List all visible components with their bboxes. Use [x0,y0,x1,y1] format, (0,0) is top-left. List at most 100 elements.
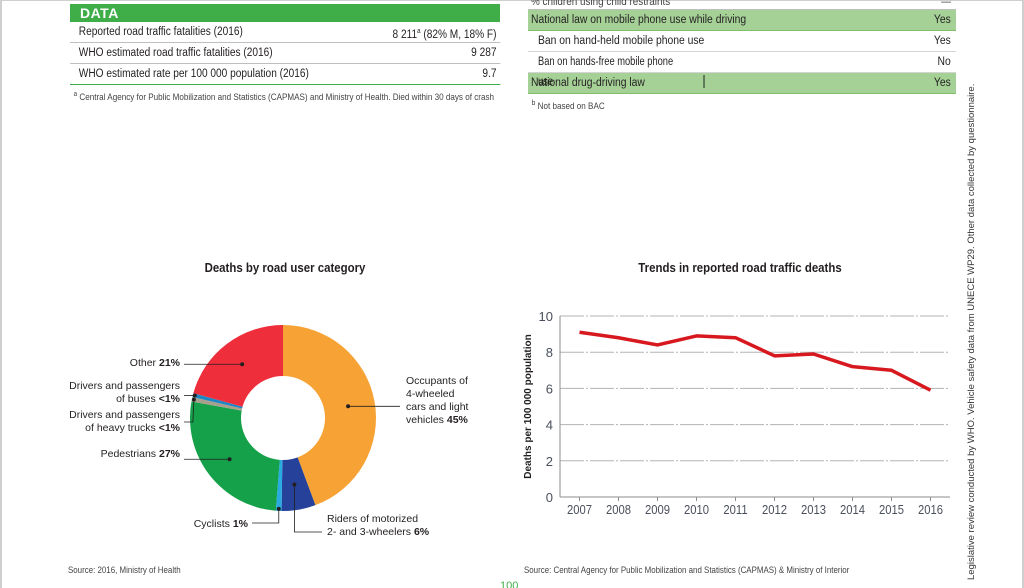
x-tick-label: 2012 [762,502,787,517]
value-main: 8 211 [392,28,418,41]
slice-label-line: 2- and 3-wheelers [327,526,414,538]
law-row-drug-driving-law: National drug-driving law Yes [528,73,956,94]
law-row-hands-free-ban: Ban on hands-free mobile phone use No [528,52,956,89]
law-row-label-wrap: Ban on hands-free mobile phone use [538,52,706,89]
slice-label-line: of heavy trucks [85,422,159,434]
y-tick-label: 2 [546,454,553,469]
slice-label-percent: 45% [447,414,469,426]
slice-label-percent: <1% [159,422,181,434]
x-tick-label: 2016 [918,502,943,517]
data-row-who-estimated-fatalities: WHO estimated road traffic fatalities (2… [70,43,500,64]
data-row-who-estimated-rate: WHO estimated rate per 100 000 populatio… [70,64,500,85]
slice-label-line: Occupants of [406,375,468,387]
data-row-value: 9 287 [471,47,497,59]
donut-slice [192,393,243,409]
law-row-label: Ban on hand-held mobile phone use [538,35,705,47]
slice-label: Cyclists 1% [194,518,249,530]
slice-label: Pedestrians 27% [101,448,181,460]
footnote-marker: a [417,28,421,35]
leader-dot [191,397,196,402]
y-tick-label: 10 [539,309,553,324]
data-row-label: Reported road traffic fatalities (2016) [78,26,243,38]
law-footnote: b Not based on BAC [528,98,913,111]
series-line [579,330,932,392]
text-cursor [703,75,705,89]
law-row-value: Yes [934,35,951,47]
law-row-label: % children using child restraints [531,0,671,8]
footnote-marker: b [531,98,536,107]
slice-label-percent: 1% [233,518,249,530]
slice-label-percent: 6% [414,526,430,538]
leader-line [184,399,195,423]
law-row-value: — [941,0,951,8]
slice-label-line: Drivers and passengers [69,409,180,421]
page-frame-left [0,0,2,588]
slice-label-line: of buses [116,393,159,405]
data-row-label: WHO estimated road traffic fatalities (2… [78,47,273,59]
law-row-value: Yes [934,14,951,26]
line-chart: 0 2 4 6 8 10 2007 2008 2009 2010 2011 2012 2013 2014 2… [523,309,950,517]
x-tick-label: 2011 [723,502,748,517]
donut-chart-title: Deaths by road user category [204,260,366,275]
slice-label-line: Riders of motorized [327,513,418,525]
slice-label-line: Other [130,357,159,369]
x-tick-label: 2009 [645,502,670,517]
donut-slice [191,397,243,411]
x-tick-label: 2010 [684,502,709,517]
data-row-value: 9.7 [482,68,497,80]
slice-label: Other 21% [130,357,181,369]
y-tick-label: 0 [546,490,553,505]
x-tick-label: 2015 [879,502,904,517]
x-tick-label: 2007 [567,502,592,517]
slice-label-line: cars and light [406,401,469,413]
data-table-header: DATA [70,4,500,22]
law-row-mobile-phone-law: National law on mobile phone use while d… [528,10,956,31]
slice-label: Riders of motorized 2- and 3-wheelers 6% [327,513,430,538]
line-chart-title: Trends in reported road traffic deaths [638,260,842,275]
slice-label-line: Pedestrians [101,448,159,460]
footnote-marker: a [73,91,78,98]
donut-slice [193,325,283,407]
y-tick-label: 8 [546,345,553,360]
value-suffix: (82% M, 18% F) [420,28,497,41]
page-frame-top [0,0,1024,1]
donut-slice [189,401,280,511]
page-frame-right [1022,0,1024,588]
slice-label-percent: 27% [159,448,181,460]
law-row-label: Ban on hands-free mobile phone use [538,56,674,88]
slice-label-percent: 21% [159,357,181,369]
law-row-hand-held-ban: Ban on hand-held mobile phone use Yes [528,31,956,52]
y-tick-label: 6 [546,381,553,396]
line-source: Source: Central Agency for Public Mobili… [524,565,850,575]
leader-line [294,484,322,533]
y-axis-label: Deaths per 100 000 population [523,334,534,479]
slice-label-line: Drivers and passengers [69,380,180,392]
page-number: 100 [500,580,519,588]
law-row-child-restraints: % children using child restraints — [528,0,956,10]
slice-label: Drivers and passengers of heavy trucks <1… [69,409,181,434]
x-tick-label: 2014 [840,502,865,517]
x-tick-label: 2008 [606,502,631,517]
side-note: Legislative review conducted by WHO. Veh… [966,83,977,580]
law-row-value: Yes [934,77,951,89]
data-row-label: WHO estimated rate per 100 000 populatio… [78,68,309,80]
data-table: DATA Reported road traffic fatalities (2… [70,4,500,103]
slice-label: Drivers and passengers of buses <1% [69,380,181,405]
law-table: % children using child restraints — Nati… [528,0,956,111]
data-row-value: 8 211a (82% M, 18% F) [393,22,497,42]
donut-slice [283,325,377,506]
footnote-text: Central Agency for Public Mobilization a… [79,92,495,102]
slice-label-line: 4-wheeled [406,388,455,400]
law-row-value: No [937,56,951,68]
donut-slice [275,459,283,511]
y-tick-label: 4 [546,418,553,433]
law-row-label: National law on mobile phone use while d… [531,14,747,26]
leader-line [252,508,280,524]
slice-label: Occupants of 4-wheeled cars and light vehic… [406,375,469,426]
law-row-label: National drug-driving law [531,77,645,89]
donut-source: Source: 2016, Ministry of Health [68,565,181,575]
data-row-reported-fatalities: Reported road traffic fatalities (2016) … [70,22,500,43]
slice-label-percent: <1% [159,393,181,405]
slice-label-line: Cyclists [194,518,233,530]
donut-chart: Occupants of 4-wheeled cars and light vehic… [69,325,469,538]
